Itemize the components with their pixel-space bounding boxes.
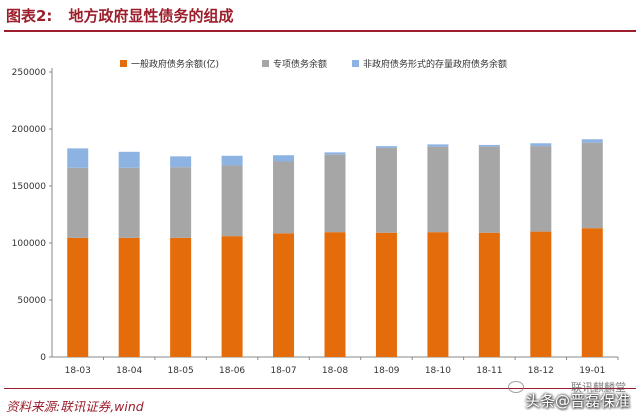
bar-general-18-07 bbox=[273, 233, 295, 357]
bar-special-18-07 bbox=[273, 161, 295, 234]
bar-general-18-09 bbox=[375, 232, 397, 357]
bar-general-19-01 bbox=[581, 228, 603, 357]
bar-special-18-12 bbox=[530, 146, 552, 232]
chart: 0 50000 100000 150000 200000 250000 18-03 18-04… bbox=[12, 58, 619, 376]
x-tick-label: 18-11 bbox=[476, 366, 502, 376]
bar-general-18-04 bbox=[118, 237, 140, 357]
bar-special-18-09 bbox=[375, 147, 397, 233]
source-note: 资料来源:联讯证券,wind bbox=[6, 399, 144, 414]
bar-general-18-11 bbox=[478, 232, 500, 357]
bar-special-18-05 bbox=[170, 167, 192, 238]
y-tick-label: 100000 bbox=[12, 239, 47, 249]
bar-general-18-10 bbox=[427, 232, 449, 357]
bar-general-18-12 bbox=[530, 231, 552, 357]
y-tick-label: 200000 bbox=[12, 125, 47, 135]
x-tick-label: 18-04 bbox=[116, 366, 142, 376]
bar-special-18-04 bbox=[118, 167, 140, 238]
bar-special-18-06 bbox=[221, 165, 243, 237]
bar-general-18-05 bbox=[170, 237, 192, 357]
x-tick-label: 18-06 bbox=[219, 366, 245, 376]
legend-label-general: 一般政府债务余额(亿) bbox=[131, 58, 219, 70]
bar-non_gov-18-09 bbox=[375, 146, 397, 148]
bar-general-18-03 bbox=[67, 237, 89, 357]
bar-general-18-06 bbox=[221, 236, 243, 357]
y-tick-label: 0 bbox=[40, 353, 46, 363]
x-tick-label: 18-09 bbox=[373, 366, 399, 376]
bar-special-18-08 bbox=[324, 154, 346, 233]
y-tick-label: 250000 bbox=[12, 68, 47, 78]
bar-non_gov-18-04 bbox=[118, 151, 140, 168]
legend-swatch-general bbox=[120, 60, 127, 67]
x-tick-label: 18-05 bbox=[168, 366, 194, 376]
legend-label-special: 专项债务余额 bbox=[273, 58, 327, 70]
watermark-logo-icon bbox=[508, 381, 524, 393]
bar-non_gov-18-03 bbox=[67, 148, 89, 168]
figure-title: 图表2: 地方政府显性债务的组成 bbox=[6, 5, 233, 26]
y-tick-label: 50000 bbox=[17, 296, 46, 306]
watermark: 头条@晋磊保准 bbox=[524, 392, 630, 410]
source-rule bbox=[4, 388, 636, 389]
x-tick-label: 18-03 bbox=[65, 366, 91, 376]
x-tick-label: 18-12 bbox=[528, 366, 554, 376]
bar-non_gov-19-01 bbox=[581, 139, 603, 143]
bar-non_gov-18-12 bbox=[530, 143, 552, 147]
figure-title-text: 地方政府显性债务的组成 bbox=[68, 7, 234, 25]
legend-swatch-special bbox=[262, 60, 269, 67]
y-tick-label: 150000 bbox=[12, 182, 47, 192]
bar-special-18-10 bbox=[427, 146, 449, 233]
bar-non_gov-18-10 bbox=[427, 144, 449, 147]
bar-non_gov-18-06 bbox=[221, 155, 243, 166]
bar-non_gov-18-05 bbox=[170, 156, 192, 168]
bar-special-18-03 bbox=[67, 167, 89, 238]
bar-general-18-08 bbox=[324, 232, 346, 357]
x-tick-label: 19-01 bbox=[579, 366, 605, 376]
watermark-overlay: 联讯麒麟堂 bbox=[571, 381, 626, 394]
legend-label-non_gov: 非政府债务形式的存量政府债务余额 bbox=[363, 58, 507, 70]
title-rule bbox=[4, 30, 636, 32]
figure-label: 图表2: bbox=[6, 7, 53, 25]
x-tick-label: 18-07 bbox=[270, 366, 296, 376]
bar-non_gov-18-07 bbox=[273, 155, 295, 162]
x-tick-label: 18-10 bbox=[425, 366, 451, 376]
x-tick-label: 18-08 bbox=[322, 366, 348, 376]
bar-special-19-01 bbox=[581, 142, 603, 229]
bar-special-18-11 bbox=[478, 146, 500, 233]
bar-non_gov-18-08 bbox=[324, 152, 346, 155]
bar-non_gov-18-11 bbox=[478, 144, 500, 147]
legend-swatch-non_gov bbox=[352, 60, 359, 67]
